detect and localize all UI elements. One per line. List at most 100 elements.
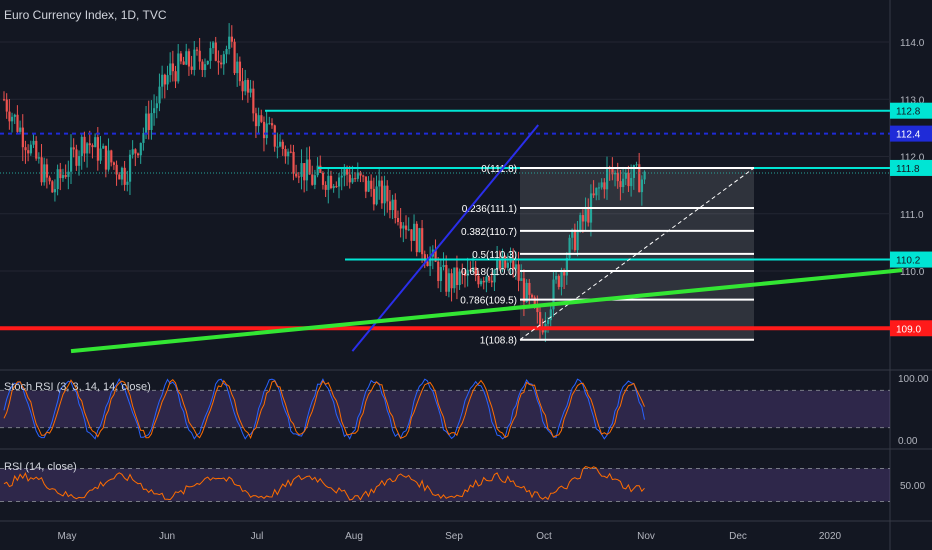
candle-body	[600, 182, 603, 188]
candle-body	[32, 140, 35, 145]
candle-body	[627, 172, 630, 187]
candle-body	[169, 63, 172, 76]
candle-body	[72, 147, 75, 150]
candle-body	[212, 42, 215, 49]
candle-body	[104, 145, 108, 170]
candle-body	[528, 282, 531, 295]
candle-body	[230, 36, 233, 42]
candle-body	[193, 49, 196, 70]
time-tick-label: Aug	[345, 531, 363, 542]
candle-body	[134, 149, 137, 154]
candle-body	[209, 48, 212, 61]
candle-body	[555, 276, 558, 280]
candle-body	[128, 154, 132, 182]
candle-body	[552, 279, 555, 310]
candle-body	[150, 113, 153, 130]
trendline	[70, 268, 903, 354]
candle-body	[155, 103, 158, 109]
candle-body	[421, 228, 424, 255]
candle-body	[126, 181, 129, 185]
time-tick-label: Nov	[637, 531, 655, 542]
candle-body	[273, 125, 276, 147]
candle-body	[396, 218, 400, 223]
candle-body	[504, 256, 507, 268]
candle-body	[386, 185, 389, 202]
candle-body	[445, 265, 448, 292]
candle-body	[525, 282, 528, 303]
candle-body	[198, 50, 201, 62]
time-tick-label: May	[58, 531, 77, 542]
candle-body	[107, 150, 110, 170]
candle-body	[24, 147, 27, 151]
candle-body	[262, 121, 266, 139]
candles	[3, 23, 646, 342]
candle-body	[595, 187, 598, 196]
candle-body	[190, 66, 193, 70]
fibonacci-level-label: 0(111.8)	[481, 164, 517, 175]
candle-body	[225, 48, 228, 55]
candle-body	[139, 142, 142, 156]
candle-body	[204, 64, 207, 71]
candle-body	[356, 172, 359, 179]
candle-body	[437, 261, 440, 282]
candle-body	[614, 172, 617, 175]
time-tick-label: Jun	[159, 531, 175, 542]
candle-body	[265, 123, 268, 139]
price-badge	[890, 159, 932, 176]
candle-body	[616, 172, 619, 182]
candle-body	[643, 171, 646, 180]
candle-body	[410, 229, 413, 241]
candle-body	[622, 178, 625, 188]
candle-body	[581, 215, 585, 222]
candle-body	[3, 99, 6, 101]
candle-body	[327, 175, 330, 190]
candle-body	[632, 165, 635, 178]
candle-body	[142, 132, 145, 143]
candle-body	[48, 177, 51, 182]
candle-body	[131, 149, 134, 155]
candle-body	[359, 172, 362, 176]
candle-body	[530, 294, 534, 298]
stoch-tick-label: 0.00	[898, 436, 918, 447]
candle-body	[584, 208, 587, 222]
candle-body	[88, 143, 91, 146]
candle-body	[415, 223, 418, 253]
candle-body	[573, 229, 577, 251]
candle-body	[514, 264, 518, 270]
candle-body	[354, 178, 357, 180]
candle-body	[110, 150, 113, 163]
candle-body	[91, 145, 94, 148]
time-tick-label: Dec	[729, 531, 747, 542]
candle-body	[533, 297, 536, 308]
candle-body	[171, 63, 175, 72]
candle-body	[351, 178, 354, 183]
candle-body	[70, 147, 73, 172]
candle-body	[19, 127, 22, 132]
candle-body	[29, 144, 32, 154]
time-tick-label: 2020	[819, 531, 842, 542]
candle-body	[158, 86, 161, 104]
candle-body	[453, 267, 456, 289]
candle-body	[340, 175, 343, 178]
candle-body	[13, 114, 16, 117]
candle-body	[426, 261, 429, 267]
candle-body	[222, 54, 225, 65]
candle-body	[346, 169, 349, 175]
candle-body	[407, 229, 410, 231]
candle-body	[268, 123, 271, 125]
candle-body	[96, 137, 99, 161]
candle-body	[249, 88, 252, 93]
candle-body	[37, 157, 41, 159]
candle-body	[565, 257, 568, 276]
candle-body	[375, 186, 378, 205]
candle-body	[297, 176, 300, 178]
candle-body	[383, 185, 386, 204]
fibonacci-level-label: 1(108.8)	[480, 336, 517, 347]
candle-body	[522, 278, 526, 303]
candle-body	[488, 276, 491, 281]
candle-body	[35, 140, 38, 159]
candle-body	[635, 164, 638, 166]
candle-body	[254, 113, 258, 127]
candle-body	[321, 172, 325, 185]
